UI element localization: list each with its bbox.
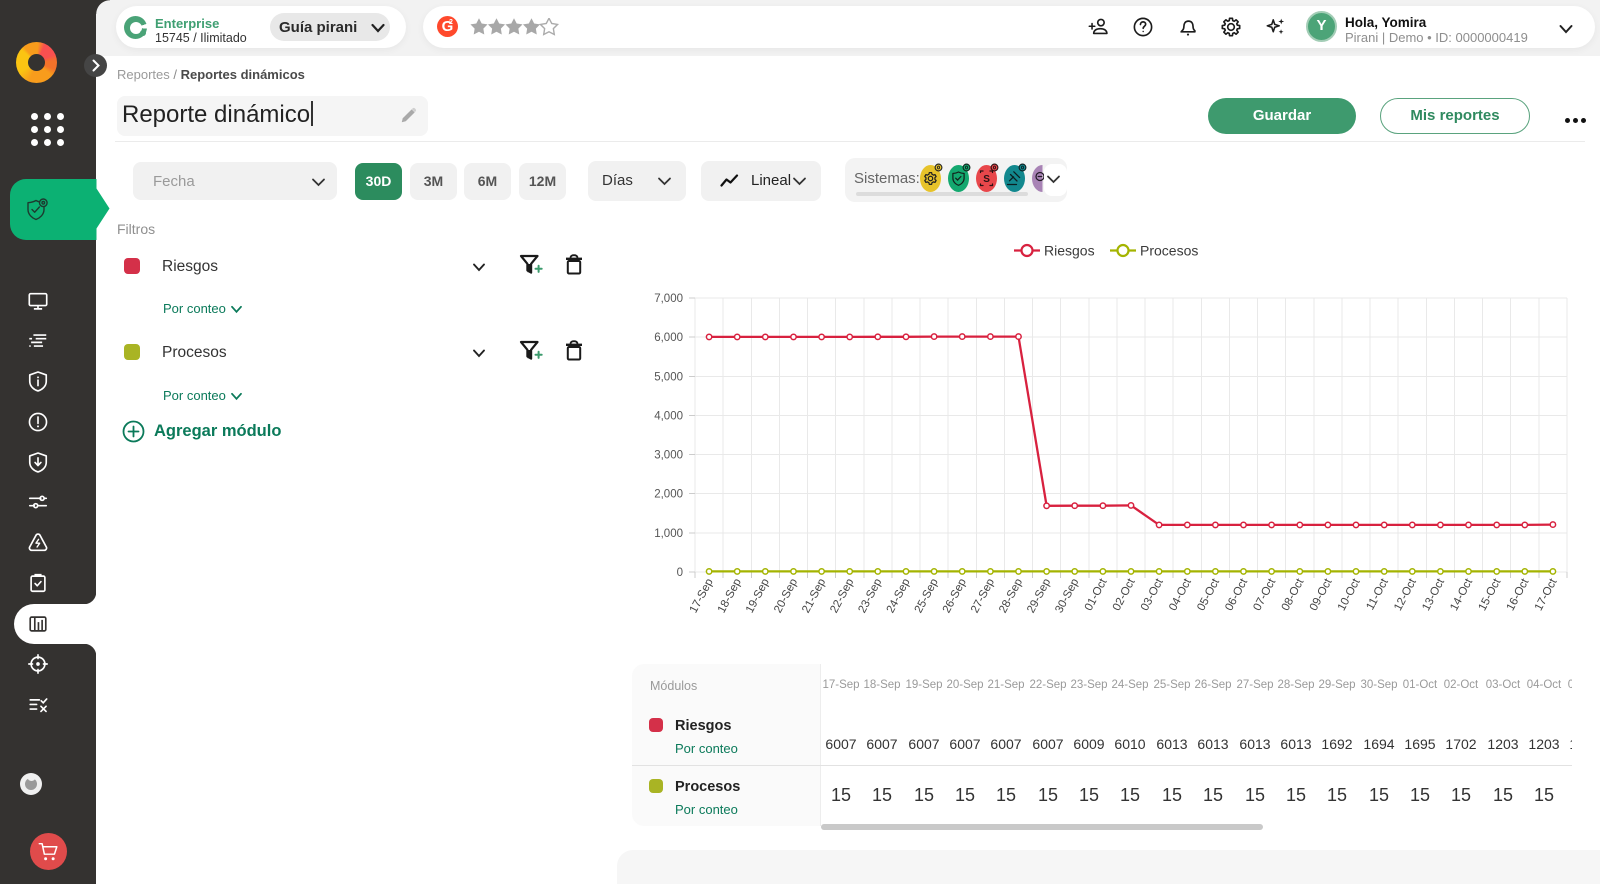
svg-text:04-Oct: 04-Oct [1167,576,1194,613]
svg-text:21-Sep: 21-Sep [800,577,828,615]
svg-text:20-Sep: 20-Sep [772,577,800,615]
svg-text:11-Oct: 11-Oct [1364,576,1391,612]
svg-text:3,000: 3,000 [654,450,683,462]
svg-text:02-Oct: 02-Oct [1111,576,1138,613]
svg-text:4,000: 4,000 [654,410,683,422]
svg-text:28-Sep: 28-Sep [997,577,1025,615]
svg-text:15-Oct: 15-Oct [1477,576,1504,613]
svg-text:Procesos: Procesos [1140,243,1198,259]
svg-text:13-Oct: 13-Oct [1420,576,1447,613]
svg-text:07-Oct: 07-Oct [1251,576,1278,613]
svg-text:30-Sep: 30-Sep [1053,577,1081,615]
svg-text:09-Oct: 09-Oct [1308,576,1335,613]
svg-text:03-Oct: 03-Oct [1139,576,1166,613]
svg-text:S: S [983,174,990,185]
svg-text:29-Sep: 29-Sep [1025,577,1053,615]
svg-text:Riesgos: Riesgos [1044,243,1095,259]
svg-text:2,000: 2,000 [654,489,683,501]
svg-text:18-Sep: 18-Sep [716,577,744,615]
svg-text:26-Sep: 26-Sep [941,577,969,615]
svg-text:25-Sep: 25-Sep [913,577,941,615]
svg-text:24-Sep: 24-Sep [885,577,913,615]
svg-text:06-Oct: 06-Oct [1223,576,1250,613]
svg-text:1,000: 1,000 [654,528,683,540]
svg-text:17-Sep: 17-Sep [688,577,716,615]
svg-text:7,000: 7,000 [654,293,683,305]
svg-text:14-Oct: 14-Oct [1448,576,1475,613]
svg-text:08-Oct: 08-Oct [1280,576,1307,613]
svg-text:0: 0 [677,567,683,579]
svg-text:22-Sep: 22-Sep [828,577,856,615]
svg-text:19-Sep: 19-Sep [744,577,772,615]
svg-text:23-Sep: 23-Sep [856,577,884,615]
svg-text:6,000: 6,000 [654,332,683,344]
svg-text:05-Oct: 05-Oct [1195,576,1222,613]
svg-text:5,000: 5,000 [654,371,683,383]
svg-text:27-Sep: 27-Sep [969,577,997,615]
svg-text:12-Oct: 12-Oct [1392,576,1419,613]
svg-text:10-Oct: 10-Oct [1336,576,1363,613]
svg-text:16-Oct: 16-Oct [1505,576,1532,613]
svg-text:01-Oct: 01-Oct [1083,576,1110,613]
svg-text:17-Oct: 17-Oct [1533,576,1560,613]
